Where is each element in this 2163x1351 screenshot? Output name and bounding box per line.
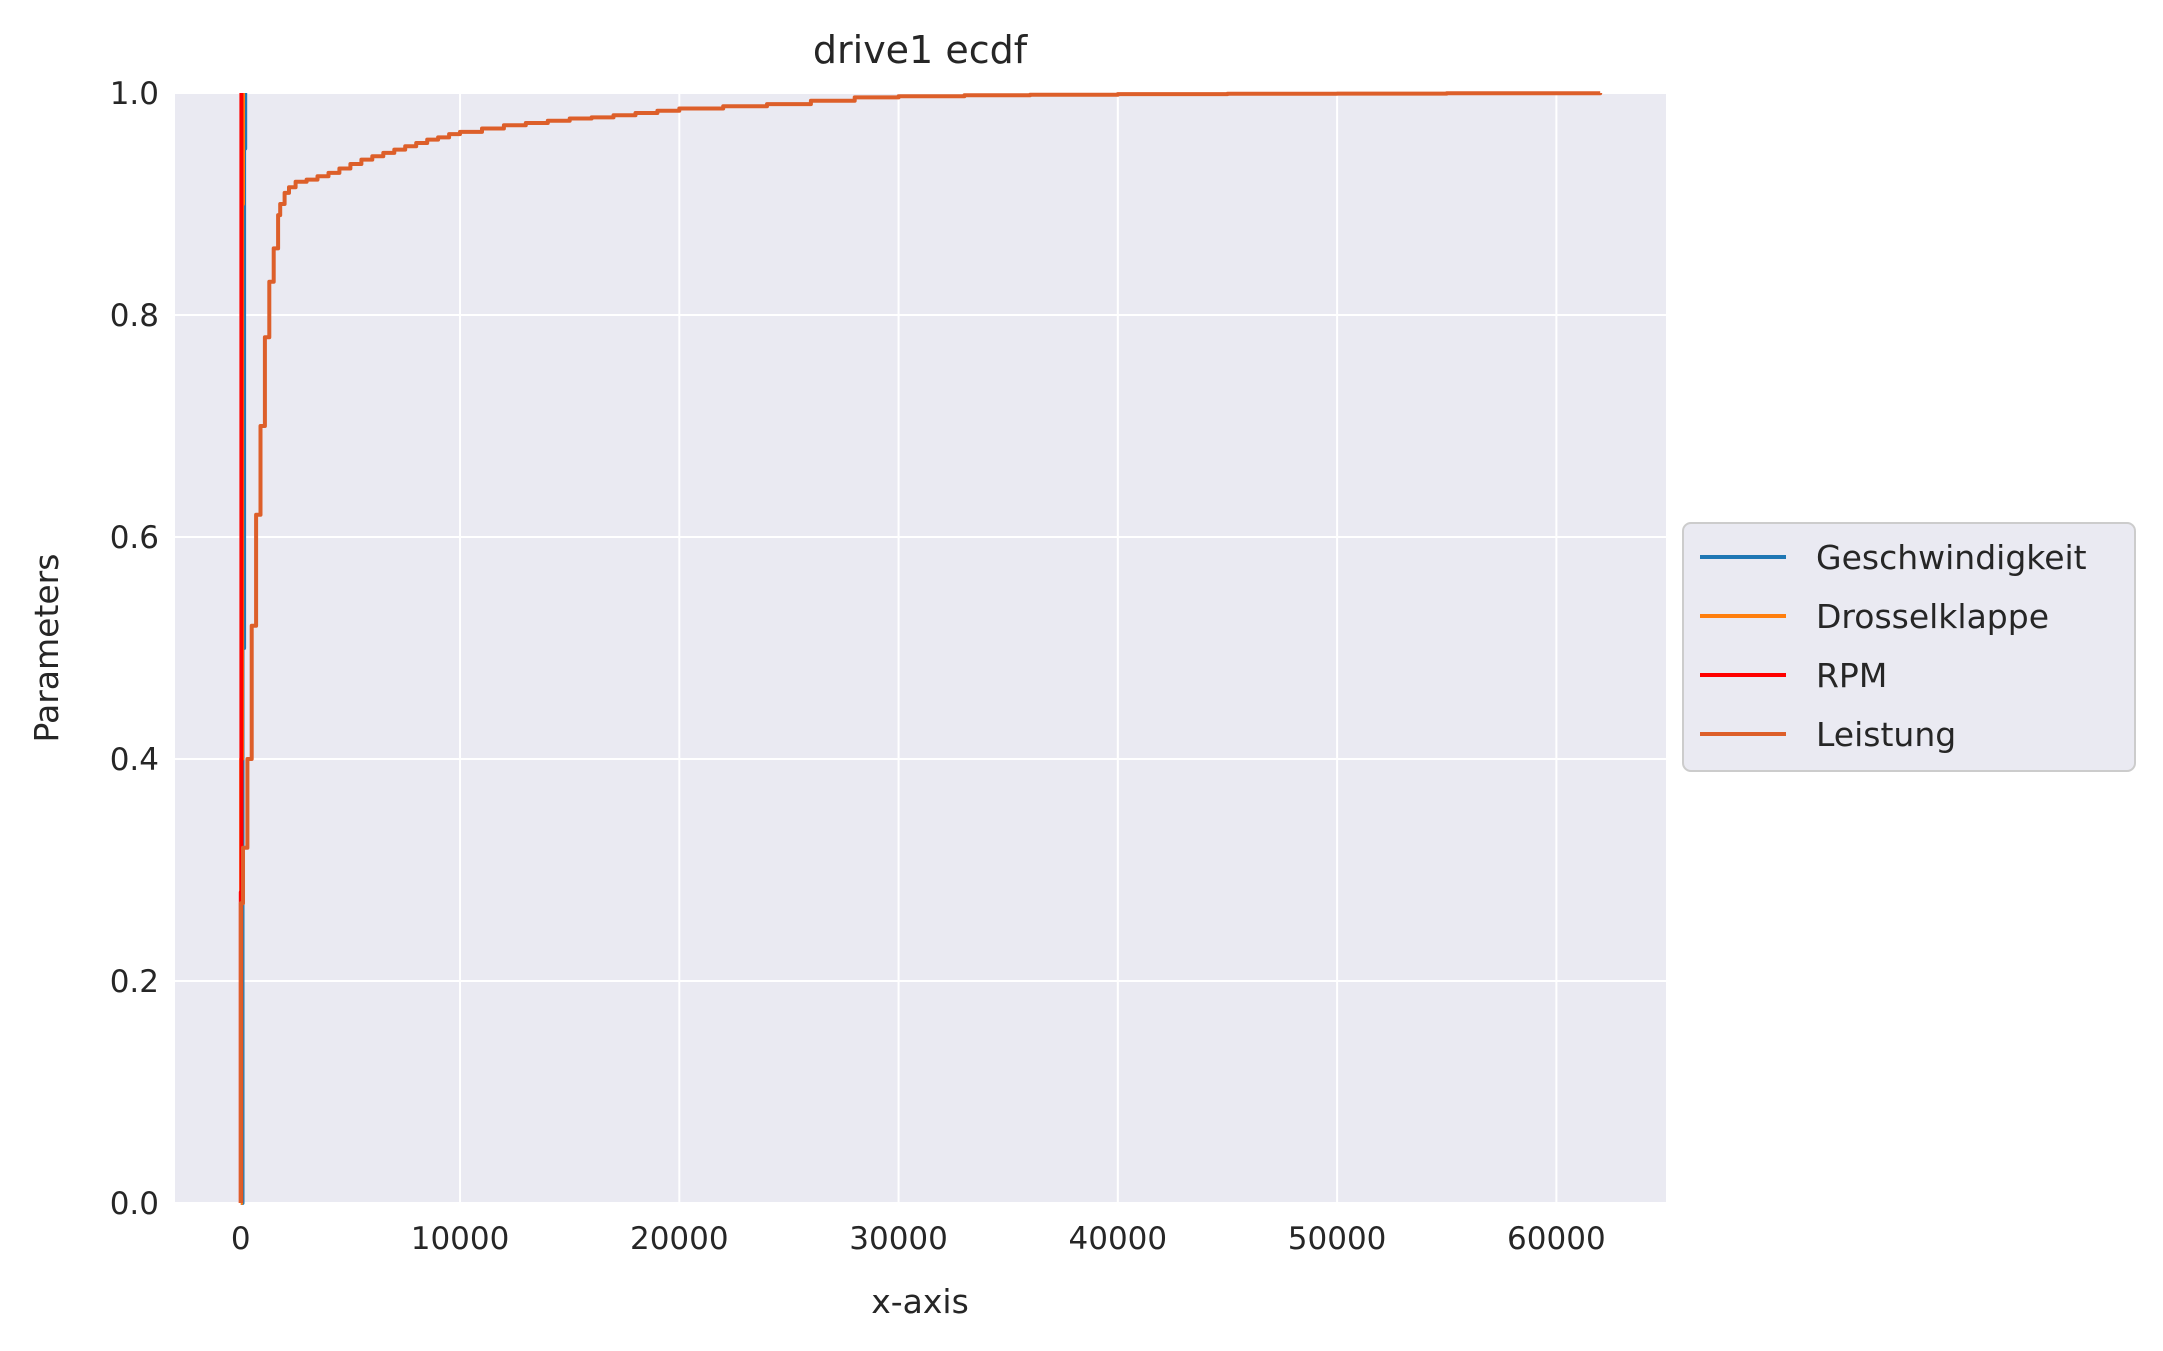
y-tick-label: 0.4 [110, 742, 159, 778]
legend: Geschwindigkeit Drosselklappe RPM Leistung [1682, 522, 2136, 772]
x-tick-label: 30000 [849, 1221, 948, 1257]
x-tick-label: 50000 [1288, 1221, 1387, 1257]
chart-title: drive1 ecdf [813, 28, 1029, 72]
legend-box [1682, 522, 2136, 772]
legend-label: RPM [1816, 656, 1887, 695]
series-line-leistung [238, 91, 1603, 1203]
y-tick-label: 0.2 [110, 964, 159, 1000]
series-layer [238, 91, 1603, 1205]
y-tick-label: 0.8 [110, 298, 159, 334]
x-tick-label: 20000 [630, 1221, 729, 1257]
y-tick-labels: 0.0 0.2 0.4 0.6 0.8 1.0 [110, 76, 159, 1222]
x-tick-label: 40000 [1069, 1221, 1168, 1257]
y-tick-label: 0.6 [110, 520, 159, 556]
grid [175, 92, 1666, 1204]
plot-area [175, 93, 1666, 1203]
y-tick-label: 0.0 [110, 1186, 159, 1222]
x-tick-label: 60000 [1507, 1221, 1606, 1257]
y-tick-label: 1.0 [110, 76, 159, 112]
x-tick-label: 10000 [411, 1221, 510, 1257]
x-tick-labels: 0 10000 20000 30000 40000 50000 60000 [231, 1221, 1606, 1257]
legend-label: Drosselklappe [1816, 597, 2049, 636]
x-axis-title: x-axis [871, 1282, 969, 1321]
legend-label: Leistung [1816, 715, 1956, 754]
y-axis-title: Parameters [27, 554, 66, 743]
x-tick-label: 0 [231, 1221, 251, 1257]
legend-label: Geschwindigkeit [1816, 538, 2087, 577]
